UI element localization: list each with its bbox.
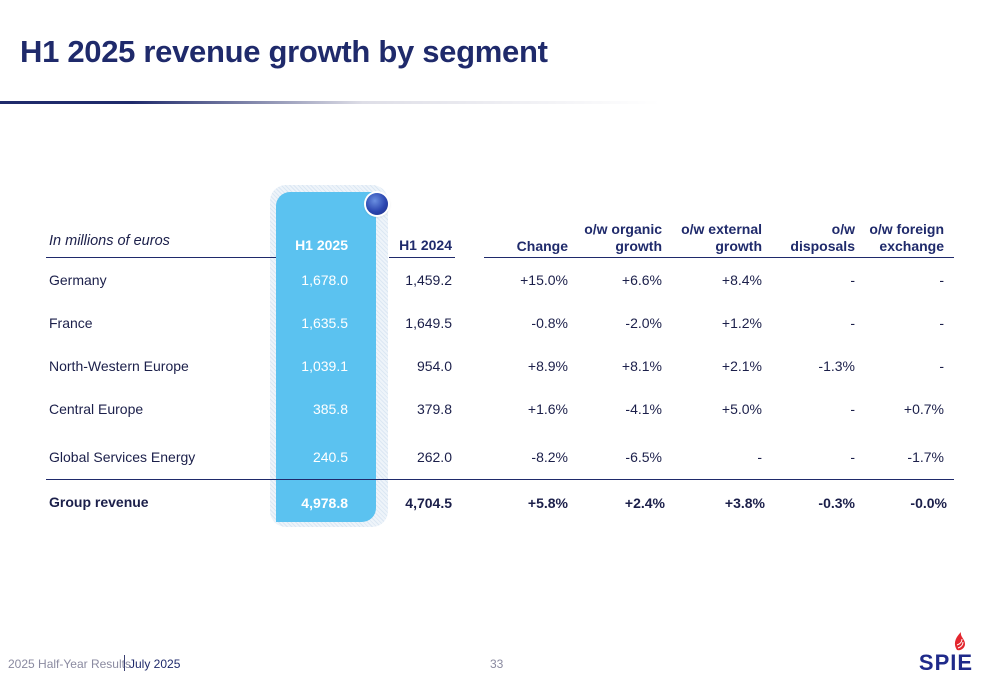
total-external: +3.8%: [724, 495, 765, 511]
h1-2024-value: 379.8: [416, 401, 452, 417]
segment-name: France: [49, 315, 93, 331]
total-disposals: -0.3%: [818, 495, 855, 511]
disposals-value: -1.3%: [818, 358, 855, 374]
h1-2024-value: 1,649.5: [405, 315, 452, 331]
fx-value: -: [939, 272, 944, 288]
fx-value: -: [939, 315, 944, 331]
disposals-value: -: [850, 449, 855, 465]
h1-2025-value: 1,678.0: [301, 272, 348, 288]
organic-value: -6.5%: [625, 449, 662, 465]
external-value: +5.0%: [721, 401, 762, 417]
total-h1-2025: 4,978.8: [301, 495, 348, 511]
logo-wordmark: SPIE: [919, 650, 973, 672]
segment-name: Global Services Energy: [49, 449, 196, 465]
disposals-value: -: [850, 315, 855, 331]
change-value: +8.9%: [527, 358, 568, 374]
h1-2024-value: 954.0: [416, 358, 452, 374]
total-h1-2024: 4,704.5: [405, 495, 452, 511]
highlight-column: [276, 192, 376, 522]
header-organic-line2: growth: [615, 238, 662, 254]
disposals-value: -: [850, 272, 855, 288]
header-h1-2024: H1 2024: [399, 237, 452, 253]
header-h1-2025: H1 2025: [295, 237, 348, 253]
segment-name: North-Western Europe: [49, 358, 189, 374]
external-value: -: [757, 449, 762, 465]
header-external-line2: growth: [715, 238, 762, 254]
header-organic: o/w organic growth: [565, 221, 662, 255]
header-disposals: o/w disposals: [780, 221, 855, 255]
footer-date: July 2025: [129, 657, 181, 671]
organic-value: -4.1%: [625, 401, 662, 417]
flame-icon: [954, 632, 965, 651]
organic-value: +6.6%: [621, 272, 662, 288]
h1-2024-value: 1,459.2: [405, 272, 452, 288]
header-fx: o/w foreign exchange: [860, 221, 944, 255]
total-change: +5.8%: [527, 495, 568, 511]
segment-name: Germany: [49, 272, 107, 288]
change-value: +1.6%: [527, 401, 568, 417]
fx-value: +0.7%: [903, 401, 944, 417]
h1-2025-value: 1,039.1: [301, 358, 348, 374]
h1-2025-value: 240.5: [312, 449, 348, 465]
fx-value: -1.7%: [907, 449, 944, 465]
header-change: Change: [516, 238, 568, 254]
external-value: +2.1%: [721, 358, 762, 374]
total-rule: [46, 479, 954, 480]
organic-value: -2.0%: [625, 315, 662, 331]
total-organic: +2.4%: [624, 495, 665, 511]
header-rule-left: [46, 257, 276, 258]
header-external: o/w external growth: [670, 221, 762, 255]
header-fx-line1: o/w foreign: [869, 221, 944, 237]
spie-logo: SPIE: [919, 632, 973, 672]
units-label: In millions of euros: [49, 233, 170, 249]
change-value: -8.2%: [531, 449, 568, 465]
h1-2025-value: 385.8: [312, 401, 348, 417]
fx-value: -: [939, 358, 944, 374]
header-rule-h1-2024: [389, 257, 455, 258]
disposals-value: -: [850, 401, 855, 417]
header-organic-line1: o/w organic: [584, 221, 662, 237]
total-label: Group revenue: [49, 494, 149, 510]
external-value: +8.4%: [721, 272, 762, 288]
external-value: +1.2%: [721, 315, 762, 331]
title-underline: [0, 101, 660, 104]
footer-separator: [124, 655, 125, 671]
page-number: 33: [490, 657, 504, 671]
header-disposals-line1: o/w: [831, 221, 855, 237]
header-fx-line2: exchange: [879, 238, 944, 254]
header-disposals-line2: disposals: [790, 238, 855, 254]
header-external-line1: o/w external: [681, 221, 762, 237]
highlight-dot-icon: [366, 193, 388, 215]
h1-2025-value: 1,635.5: [301, 315, 348, 331]
h1-2024-value: 262.0: [416, 449, 452, 465]
segment-name: Central Europe: [49, 401, 144, 417]
page-title: H1 2025 revenue growth by segment: [20, 34, 548, 69]
total-fx: -0.0%: [910, 495, 947, 511]
footer-report-title: 2025 Half-Year Results: [8, 657, 131, 671]
change-value: +15.0%: [520, 272, 568, 288]
change-value: -0.8%: [531, 315, 568, 331]
header-rule-right: [484, 257, 954, 258]
organic-value: +8.1%: [621, 358, 662, 374]
